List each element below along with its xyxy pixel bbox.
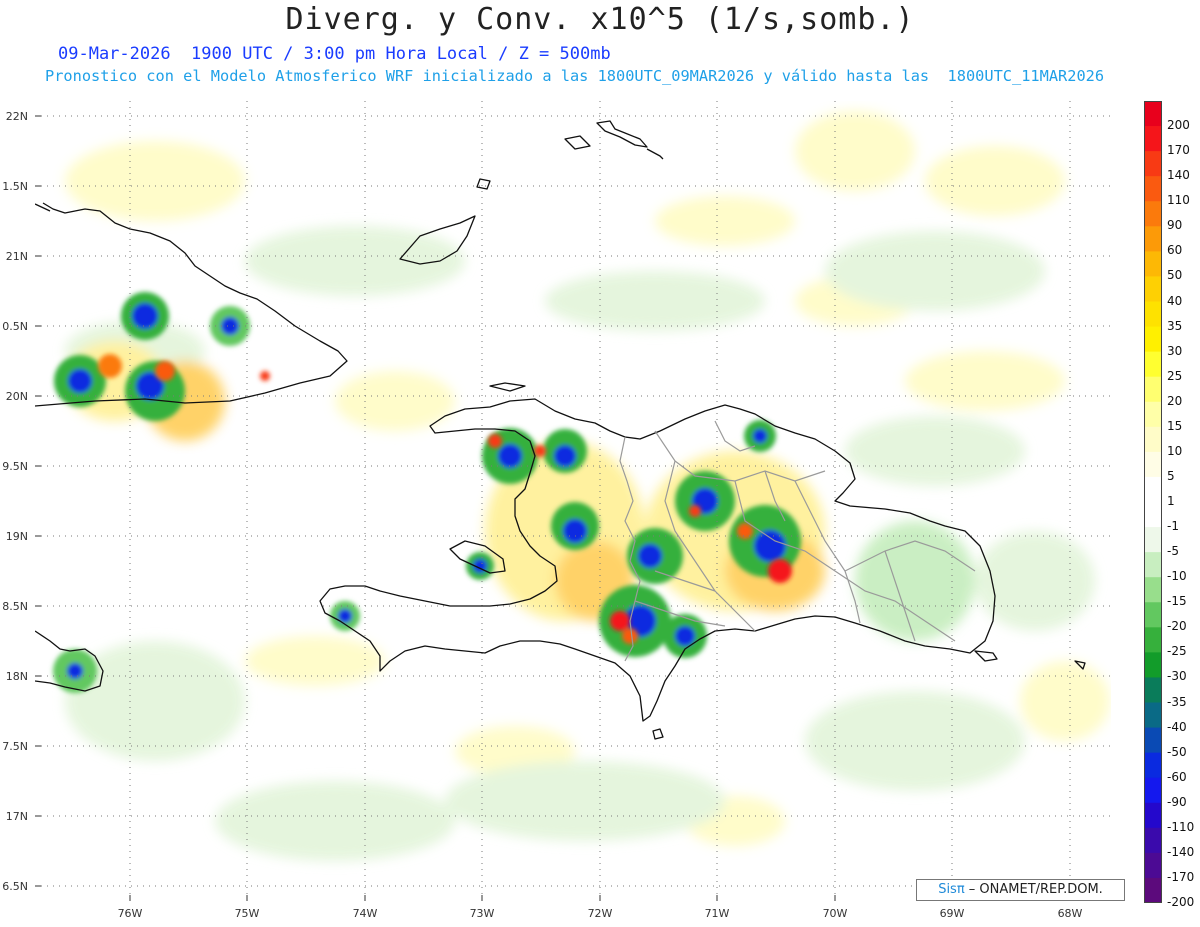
credit-box: Sisπ – ONAMET/REP.DOM.	[916, 879, 1125, 901]
colorbar-swatch	[1144, 677, 1162, 703]
lat-label: 1.5N	[2, 180, 28, 193]
colorbar-swatch	[1144, 101, 1162, 127]
colorbar-swatch	[1144, 877, 1162, 903]
lat-label: 8.5N	[2, 600, 28, 613]
colorbar-label: -30	[1167, 669, 1187, 684]
lat-label: 17N	[6, 810, 28, 823]
divergence-cores	[98, 354, 792, 644]
colorbar-label: 1	[1167, 494, 1175, 508]
colorbar-swatch	[1144, 426, 1162, 453]
colorbar-label: 20	[1167, 393, 1183, 408]
colorbar-label: -5	[1167, 544, 1179, 559]
colorbar-label: 35	[1167, 318, 1183, 333]
lat-label: 20N	[6, 390, 28, 403]
lon-label: 68W	[1058, 907, 1083, 920]
colorbar-swatch	[1144, 151, 1162, 177]
lon-label: 75W	[235, 907, 260, 920]
colorbar-label: 200	[1167, 118, 1190, 133]
lat-label: 9.5N	[2, 460, 28, 473]
colorbar-label: -35	[1167, 694, 1187, 709]
model-info-subtitle: Pronostico con el Modelo Atmosferico WRF…	[45, 67, 1105, 85]
colorbar-label: 170	[1167, 143, 1190, 158]
lon-label: 69W	[940, 907, 965, 920]
lat-label: 0.5N	[2, 320, 28, 333]
colorbar-swatch	[1144, 702, 1162, 729]
colorbar-swatch	[1144, 652, 1162, 678]
lat-lon-grid	[35, 101, 1111, 901]
colorbar-swatch	[1144, 226, 1162, 252]
colorbar-label: 5	[1167, 468, 1175, 483]
colorbar-label: 40	[1167, 293, 1183, 308]
lon-label: 76W	[118, 907, 143, 920]
colorbar-label: -25	[1167, 644, 1187, 659]
colorbar-swatch	[1144, 376, 1162, 403]
colorbar-swatch	[1144, 326, 1162, 353]
map-title: Diverg. y Conv. x10^5 (1/s,somb.)	[285, 2, 915, 37]
colorbar-swatch	[1144, 827, 1162, 854]
colorbar-frame	[1144, 101, 1162, 903]
colorbar-label: 50	[1167, 268, 1183, 283]
colorbar-label: -90	[1167, 794, 1187, 809]
colorbar-swatch	[1144, 752, 1162, 779]
colorbar-swatch	[1144, 251, 1162, 277]
colorbar-label: -50	[1167, 744, 1187, 759]
colorbar-swatch	[1144, 777, 1162, 804]
lon-label: 74W	[353, 907, 378, 920]
convergence-cores	[53, 292, 801, 693]
colorbar-label: -1	[1167, 519, 1179, 534]
credit-text: – ONAMET/REP.DOM.	[964, 882, 1103, 897]
colorbar-swatch	[1144, 627, 1162, 653]
colorbar-label: -200	[1167, 895, 1195, 909]
colorbar-label: 25	[1167, 368, 1183, 383]
colorbar-label: -15	[1167, 594, 1187, 609]
colorbar-swatch	[1144, 351, 1162, 378]
colorbar-label: -170	[1167, 869, 1195, 884]
lat-label: 7.5N	[2, 740, 28, 753]
lon-label: 70W	[823, 907, 848, 920]
colorbar-swatch	[1144, 301, 1162, 328]
colorbar-label: 90	[1167, 218, 1183, 233]
lat-label: 6.5N	[2, 880, 28, 893]
colorbar-swatch	[1144, 476, 1162, 503]
colorbar-label: -60	[1167, 769, 1187, 784]
colorbar-swatch	[1144, 401, 1162, 428]
political-boundaries	[619, 420, 976, 662]
colorbar-label: -20	[1167, 619, 1187, 634]
lat-label: 21N	[6, 250, 28, 263]
colorbar-swatch	[1144, 852, 1162, 879]
colorbar-swatch	[1144, 527, 1162, 553]
colorbar-swatch	[1144, 201, 1162, 227]
colorbar-swatch	[1144, 802, 1162, 829]
colorbar-label: 15	[1167, 418, 1183, 433]
colorbar-swatch	[1144, 126, 1162, 152]
lat-label: 19N	[6, 530, 28, 543]
lat-label: 18N	[6, 670, 28, 683]
colorbar-label: 140	[1167, 168, 1190, 183]
colorbar-label: -40	[1167, 719, 1187, 734]
colorbar	[1144, 101, 1162, 903]
colorbar-label: -110	[1167, 819, 1195, 834]
colorbar-swatch	[1144, 451, 1162, 478]
colorbar-swatch	[1144, 577, 1162, 603]
colorbar-swatch	[1144, 176, 1162, 202]
colorbar-label: 110	[1167, 193, 1190, 208]
colorbar-label: 30	[1167, 343, 1183, 358]
colorbar-swatch	[1144, 276, 1162, 302]
colorbar-swatch	[1144, 502, 1162, 528]
colorbar-label: 10	[1167, 443, 1183, 458]
colorbar-swatch	[1144, 552, 1162, 578]
colorbar-swatch	[1144, 727, 1162, 754]
lon-label: 73W	[470, 907, 495, 920]
forecast-time-subtitle: 09-Mar-2026 1900 UTC / 3:00 pm Hora Loca…	[58, 44, 611, 64]
colorbar-swatch	[1144, 602, 1162, 628]
lat-label: 22N	[6, 110, 28, 123]
colorbar-label: -10	[1167, 569, 1187, 584]
colorbar-label: -140	[1167, 844, 1195, 859]
divergence-map	[35, 101, 1111, 901]
credit-brand: Sisπ	[938, 882, 965, 897]
colorbar-label: 60	[1167, 243, 1183, 258]
lon-label: 71W	[705, 907, 730, 920]
lon-label: 72W	[588, 907, 613, 920]
coastlines	[35, 120, 1086, 740]
